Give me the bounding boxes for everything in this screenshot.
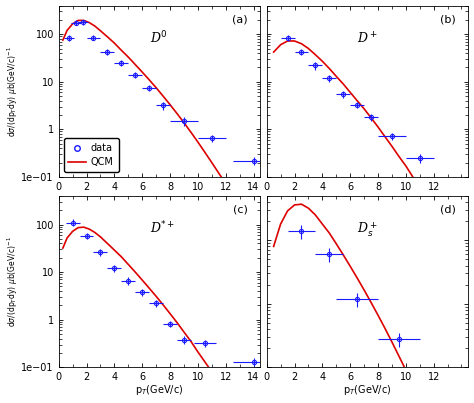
Text: (d): (d) — [440, 204, 456, 214]
Text: D$^+$: D$^+$ — [357, 31, 378, 46]
X-axis label: p$_T$(GeV/c): p$_T$(GeV/c) — [343, 383, 392, 397]
Text: D$_s^+$: D$_s^+$ — [357, 221, 378, 239]
Text: D$^{*+}$: D$^{*+}$ — [149, 220, 174, 237]
Y-axis label: d$\sigma$/(dp$_T$dy) $\mu$b(GeV/c)$^{-1}$: d$\sigma$/(dp$_T$dy) $\mu$b(GeV/c)$^{-1}… — [6, 236, 20, 327]
X-axis label: p$_T$(GeV/c): p$_T$(GeV/c) — [136, 383, 184, 397]
Text: D$^0$: D$^0$ — [149, 30, 167, 46]
Legend: data, QCM: data, QCM — [64, 138, 118, 172]
Text: (a): (a) — [232, 14, 248, 24]
Y-axis label: d$\sigma$/(dp$_T$dy) $\mu$b(GeV/c)$^{-1}$: d$\sigma$/(dp$_T$dy) $\mu$b(GeV/c)$^{-1}… — [6, 46, 20, 137]
Text: (c): (c) — [233, 204, 248, 214]
Text: (b): (b) — [440, 14, 456, 24]
